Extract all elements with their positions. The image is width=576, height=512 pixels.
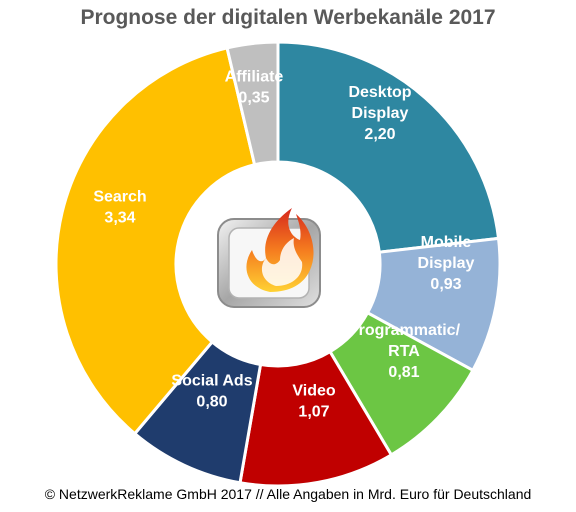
slice-label: Search 3,34 (93, 189, 146, 227)
netzwerkreklame-flame-logo (217, 208, 321, 308)
slice-label: Social Ads 0,80 (171, 373, 252, 411)
source-note: © NetzwerkReklame GmbH 2017 // Alle Anga… (44, 486, 532, 502)
slice-label: Desktop Display 2,20 (348, 84, 411, 143)
slice-label: Mobile Display 0,93 (418, 234, 475, 293)
slice-desktop-display (276, 40, 501, 254)
slice-label: Programmatic/RTA 0,81 (348, 322, 461, 381)
slice-search (54, 46, 257, 436)
chart-title: Prognose der digitalen Werbekanäle 2017 (80, 6, 496, 29)
slice-affiliate (225, 40, 280, 167)
slice-label: Affiliate 0,35 (225, 69, 284, 107)
slice-label: Video 1,07 (292, 383, 336, 421)
